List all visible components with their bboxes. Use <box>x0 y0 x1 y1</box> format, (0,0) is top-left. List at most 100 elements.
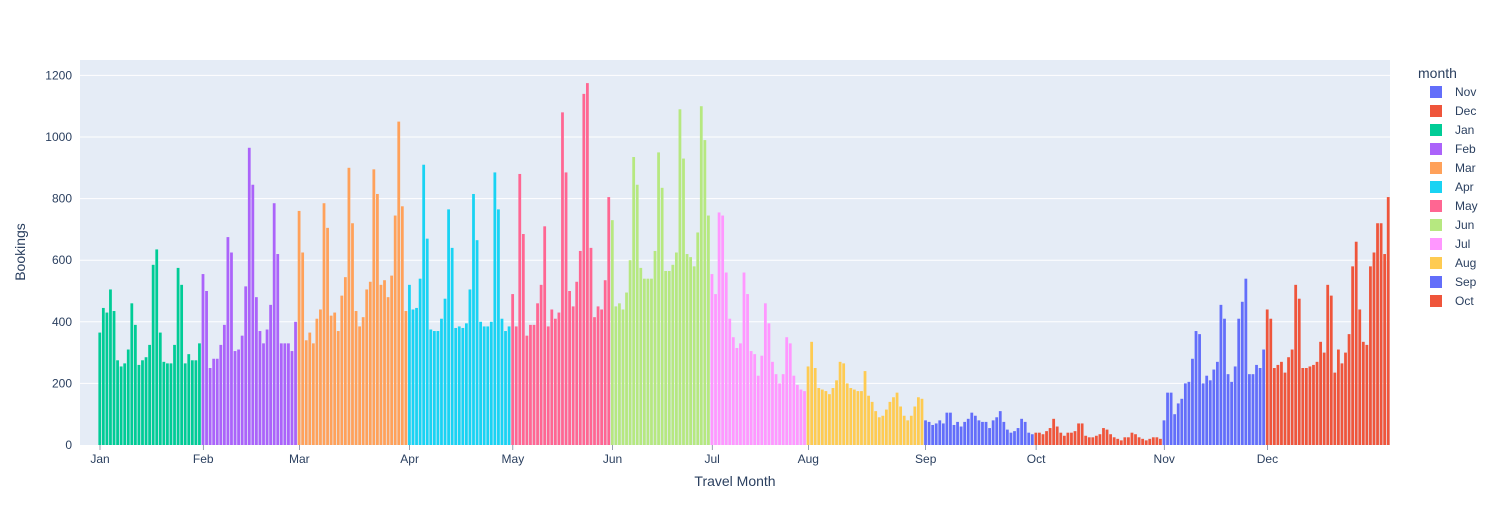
bar-mar[interactable] <box>343 277 347 445</box>
bar-jul[interactable] <box>781 374 785 445</box>
bar-dec[interactable] <box>1312 364 1315 445</box>
bar-jul[interactable] <box>724 272 728 445</box>
bar-mar[interactable] <box>390 275 394 445</box>
bar-aug[interactable] <box>877 417 881 445</box>
bar-dec[interactable] <box>1290 349 1294 445</box>
bar-jun[interactable] <box>632 157 636 445</box>
bar-may[interactable] <box>518 173 522 445</box>
bar-oct[interactable] <box>1119 440 1123 445</box>
bar-feb[interactable] <box>205 291 208 445</box>
bar-jun[interactable] <box>653 250 657 445</box>
bar-sep[interactable] <box>1013 431 1016 445</box>
bar-feb[interactable] <box>222 324 226 445</box>
bar-nov[interactable] <box>1258 368 1262 445</box>
bar-aug[interactable] <box>917 397 920 445</box>
bar-dec[interactable] <box>1269 318 1273 445</box>
bar-sep[interactable] <box>991 420 995 445</box>
bar-may[interactable] <box>525 335 529 445</box>
bar-aug[interactable] <box>874 411 878 445</box>
bar-jan[interactable] <box>130 303 134 445</box>
bar-feb[interactable] <box>276 254 280 445</box>
bar-may[interactable] <box>589 247 593 445</box>
bar-jul[interactable] <box>728 318 732 445</box>
bar-apr[interactable] <box>450 247 454 445</box>
bar-jan[interactable] <box>148 344 151 445</box>
bar-may[interactable] <box>546 326 550 445</box>
bar-aug[interactable] <box>906 420 910 445</box>
bar-jun[interactable] <box>660 187 664 445</box>
bar-jan[interactable] <box>123 363 127 445</box>
bar-apr[interactable] <box>468 289 472 445</box>
bar-oct[interactable] <box>1094 435 1098 445</box>
bar-oct[interactable] <box>1098 434 1102 445</box>
bar-jan[interactable] <box>126 349 130 445</box>
bar-oct[interactable] <box>1151 437 1155 445</box>
bar-oct[interactable] <box>1144 440 1148 445</box>
bar-sep[interactable] <box>927 421 931 445</box>
bar-sep[interactable] <box>973 415 977 445</box>
bar-jul[interactable] <box>771 361 774 445</box>
bar-dec[interactable] <box>1386 197 1390 445</box>
bar-feb[interactable] <box>240 335 244 445</box>
legend-swatch-may[interactable] <box>1430 200 1442 212</box>
bar-nov[interactable] <box>1226 374 1230 445</box>
bar-apr[interactable] <box>411 309 415 445</box>
bar-nov[interactable] <box>1194 331 1198 445</box>
bar-dec[interactable] <box>1379 223 1383 445</box>
bar-oct[interactable] <box>1102 428 1105 445</box>
bar-aug[interactable] <box>852 389 856 445</box>
bar-jul[interactable] <box>735 347 739 445</box>
legend-label-sep[interactable]: Sep <box>1455 275 1477 289</box>
bar-dec[interactable] <box>1376 223 1379 445</box>
bar-nov[interactable] <box>1223 318 1226 445</box>
bar-dec[interactable] <box>1337 349 1340 445</box>
bar-nov[interactable] <box>1237 318 1241 445</box>
bar-oct[interactable] <box>1134 434 1137 445</box>
bar-oct[interactable] <box>1087 437 1091 445</box>
bar-jun[interactable] <box>642 278 646 445</box>
bar-sep[interactable] <box>931 424 935 445</box>
bar-feb[interactable] <box>219 344 223 445</box>
bar-aug[interactable] <box>909 415 913 445</box>
bar-jun[interactable] <box>618 303 621 445</box>
bar-jan[interactable] <box>162 361 166 445</box>
bar-oct[interactable] <box>1137 437 1141 445</box>
bar-dec[interactable] <box>1280 361 1283 445</box>
bar-apr[interactable] <box>440 318 443 445</box>
bar-jun[interactable] <box>696 232 700 445</box>
bar-sep[interactable] <box>1023 421 1027 445</box>
bar-aug[interactable] <box>813 368 817 445</box>
bar-oct[interactable] <box>1155 437 1159 445</box>
bar-apr[interactable] <box>504 331 507 445</box>
bar-jul[interactable] <box>774 374 778 445</box>
bar-mar[interactable] <box>304 340 308 445</box>
legend-swatch-feb[interactable] <box>1430 143 1442 155</box>
bar-apr[interactable] <box>482 326 486 445</box>
bar-nov[interactable] <box>1208 380 1212 445</box>
bar-jan[interactable] <box>151 264 155 445</box>
bar-dec[interactable] <box>1265 309 1269 445</box>
bar-may[interactable] <box>600 309 604 445</box>
bar-oct[interactable] <box>1073 431 1077 445</box>
bar-jun[interactable] <box>610 220 614 445</box>
bar-oct[interactable] <box>1041 434 1045 445</box>
bar-jul[interactable] <box>721 215 725 445</box>
bar-apr[interactable] <box>425 238 429 445</box>
bar-apr[interactable] <box>464 323 468 445</box>
bar-aug[interactable] <box>881 415 885 445</box>
bar-mar[interactable] <box>358 326 361 445</box>
bar-jun[interactable] <box>646 278 650 445</box>
bar-aug[interactable] <box>845 383 849 445</box>
bar-nov[interactable] <box>1212 369 1216 445</box>
bar-mar[interactable] <box>386 297 390 445</box>
bar-nov[interactable] <box>1244 278 1248 445</box>
bar-feb[interactable] <box>244 286 248 445</box>
legend-swatch-aug[interactable] <box>1430 257 1442 269</box>
bar-oct[interactable] <box>1130 432 1134 445</box>
bar-apr[interactable] <box>418 278 422 445</box>
legend-swatch-nov[interactable] <box>1430 86 1442 98</box>
bar-dec[interactable] <box>1361 341 1365 445</box>
bar-sep[interactable] <box>998 411 1002 445</box>
bar-aug[interactable] <box>831 388 835 445</box>
legend-label-jun[interactable]: Jun <box>1455 218 1474 232</box>
